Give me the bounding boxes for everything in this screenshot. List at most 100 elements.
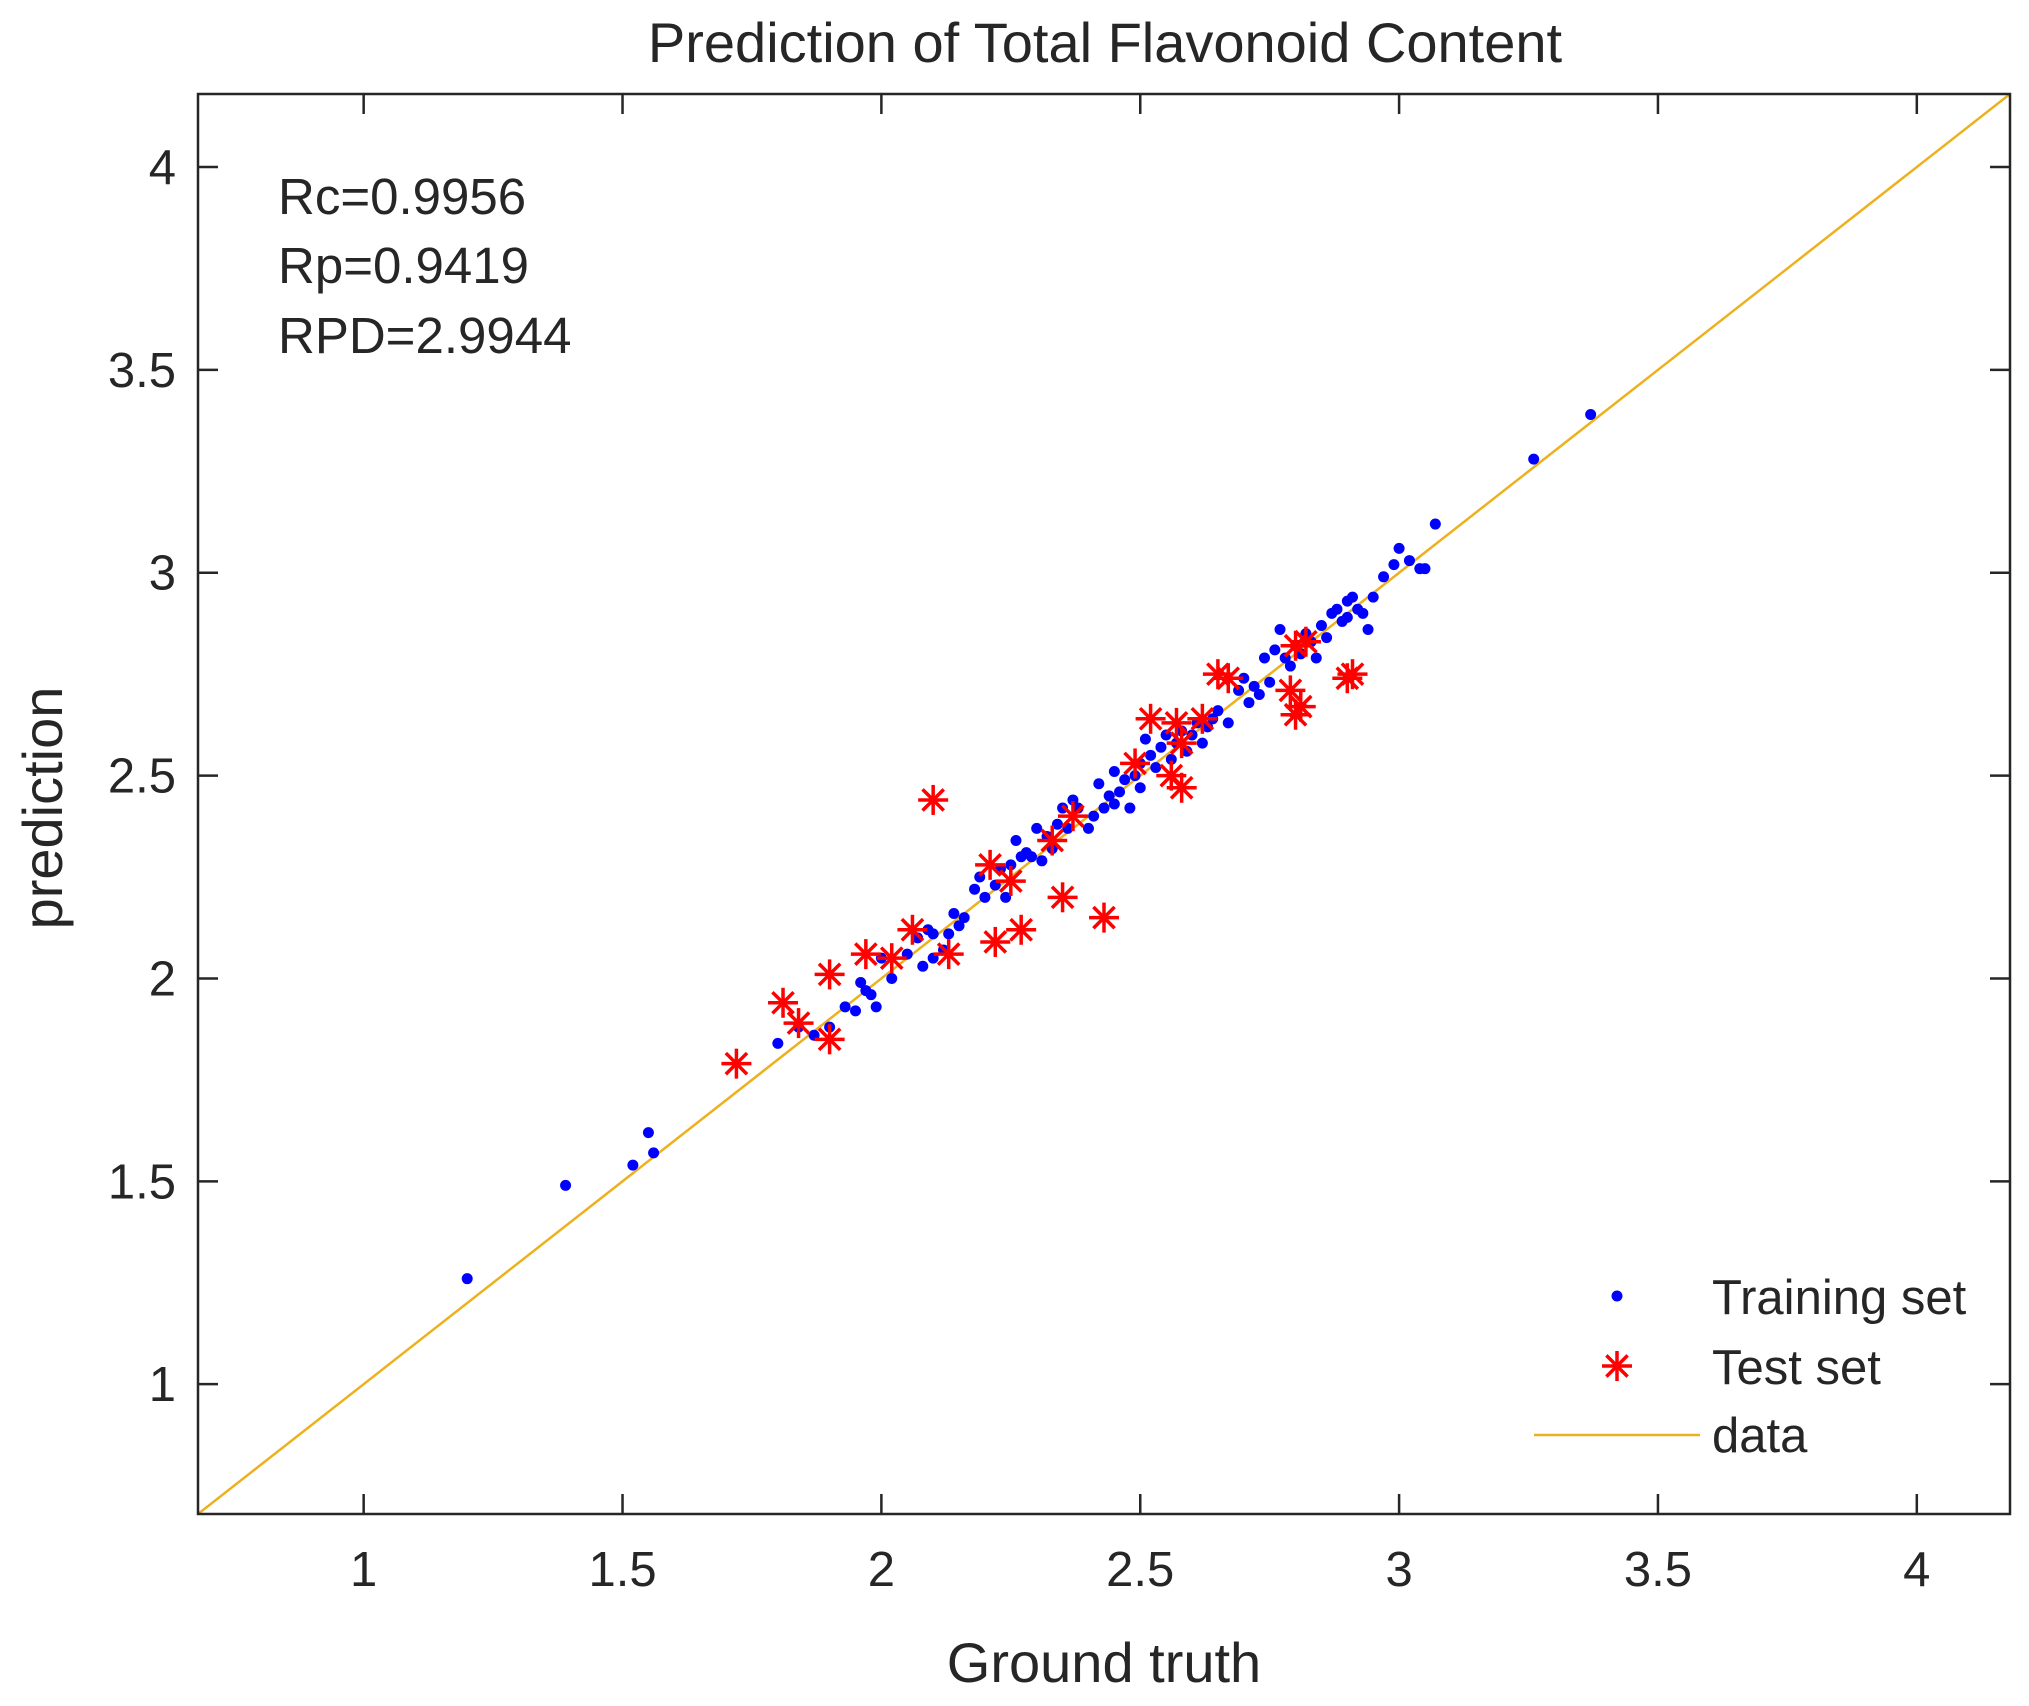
training-point bbox=[1403, 555, 1415, 567]
test-point bbox=[814, 959, 845, 990]
stats-annotation: Rc=0.9956 Rp=0.9419 RPD=2.9944 bbox=[278, 168, 571, 364]
y-tick-label: 3 bbox=[149, 547, 176, 601]
test-point bbox=[980, 926, 1011, 957]
x-tick-label: 3 bbox=[1385, 1543, 1412, 1597]
training-point bbox=[1264, 676, 1276, 688]
test-point bbox=[1187, 703, 1218, 734]
test-point bbox=[1275, 675, 1306, 706]
training-point bbox=[1165, 753, 1177, 765]
x-tick-label: 4 bbox=[1903, 1543, 1930, 1597]
test-point bbox=[783, 1008, 814, 1039]
training-point bbox=[1119, 774, 1131, 786]
training-point bbox=[1093, 778, 1105, 790]
test-point bbox=[1290, 626, 1321, 657]
training-point bbox=[1108, 766, 1120, 778]
x-tick-label: 2 bbox=[868, 1543, 895, 1597]
training-point bbox=[969, 883, 981, 895]
training-point bbox=[953, 920, 965, 932]
training-point bbox=[1393, 542, 1405, 554]
training-point bbox=[1212, 705, 1224, 717]
legend: Training set Test set data bbox=[1534, 1271, 1967, 1463]
plot-frame bbox=[196, 92, 2012, 1516]
test-point bbox=[975, 849, 1006, 880]
training-point bbox=[1347, 591, 1359, 603]
legend-data-label: data bbox=[1712, 1409, 1808, 1463]
training-point bbox=[1072, 802, 1084, 814]
training-point bbox=[1388, 559, 1400, 571]
training-point bbox=[912, 932, 924, 944]
training-point bbox=[1367, 591, 1379, 603]
x-tick-label: 1 bbox=[350, 1543, 377, 1597]
training-point bbox=[948, 908, 960, 920]
training-point bbox=[849, 1005, 861, 1017]
legend-training-marker bbox=[1611, 1290, 1623, 1302]
training-point bbox=[1238, 672, 1250, 684]
training-point bbox=[1155, 741, 1167, 753]
rc-annotation: Rc=0.9956 bbox=[278, 168, 526, 225]
training-point bbox=[943, 928, 955, 940]
y-tick-label: 2 bbox=[149, 952, 176, 1006]
x-tick-label: 1.5 bbox=[588, 1543, 656, 1597]
training-point bbox=[1150, 761, 1162, 773]
training-point bbox=[1429, 518, 1441, 530]
training-point bbox=[1258, 652, 1270, 664]
training-point bbox=[1528, 453, 1540, 465]
y-tick-label: 2.5 bbox=[108, 750, 176, 804]
training-point bbox=[1010, 835, 1022, 847]
x-tick-label: 3.5 bbox=[1624, 1543, 1692, 1597]
test-point bbox=[1161, 707, 1192, 738]
training-point bbox=[1114, 786, 1126, 798]
training-point bbox=[1310, 652, 1322, 664]
x-axis-title: Ground truth bbox=[947, 1631, 1261, 1694]
x-tick-label: 2.5 bbox=[1106, 1543, 1174, 1597]
test-point bbox=[1037, 825, 1068, 856]
test-point bbox=[1213, 663, 1244, 694]
training-point bbox=[627, 1159, 639, 1171]
training-point bbox=[1134, 782, 1146, 794]
training-point bbox=[1098, 802, 1110, 814]
training-point bbox=[642, 1127, 654, 1139]
training-point bbox=[772, 1037, 784, 1049]
training-point bbox=[1341, 611, 1353, 623]
training-point bbox=[1274, 624, 1286, 636]
training-point bbox=[1026, 851, 1038, 863]
training-point bbox=[979, 891, 991, 903]
test-point bbox=[1285, 691, 1316, 722]
test-point bbox=[721, 1048, 752, 1079]
training-point bbox=[1145, 749, 1157, 761]
legend-test-asterisk bbox=[1602, 1351, 1632, 1381]
training-point bbox=[1362, 624, 1374, 636]
rp-annotation: Rp=0.9419 bbox=[278, 237, 529, 294]
y-tick-label: 3.5 bbox=[108, 344, 176, 398]
training-point bbox=[1321, 632, 1333, 644]
test-point bbox=[768, 987, 799, 1018]
y-tick-label: 4 bbox=[149, 141, 176, 195]
training-point bbox=[1357, 607, 1369, 619]
training-point bbox=[1378, 571, 1390, 583]
training-point bbox=[1139, 733, 1151, 745]
test-point bbox=[1135, 703, 1166, 734]
training-point bbox=[1253, 688, 1265, 700]
training-point bbox=[855, 977, 867, 989]
test-point bbox=[850, 939, 881, 970]
chart-title: Prediction of Total Flavonoid Content bbox=[648, 11, 1563, 74]
test-point bbox=[1166, 772, 1197, 803]
training-point bbox=[1067, 794, 1079, 806]
training-point bbox=[1088, 810, 1100, 822]
training-point bbox=[1331, 603, 1343, 615]
training-point bbox=[1000, 891, 1012, 903]
test-point bbox=[814, 1024, 845, 1055]
training-point bbox=[648, 1147, 660, 1159]
training-point bbox=[927, 928, 939, 940]
training-point bbox=[958, 912, 970, 924]
test-point bbox=[1166, 728, 1197, 759]
test-point bbox=[1202, 659, 1233, 690]
training-point bbox=[1051, 818, 1063, 830]
training-point bbox=[560, 1179, 572, 1191]
training-point bbox=[1222, 717, 1234, 729]
y-axis-ticks: 1 1.5 2 2.5 3 3.5 4 bbox=[108, 141, 2010, 1412]
legend-test-label: Test set bbox=[1712, 1341, 1881, 1395]
training-point bbox=[1419, 563, 1431, 575]
training-point bbox=[1031, 822, 1043, 834]
plot-area bbox=[196, 92, 2012, 1516]
